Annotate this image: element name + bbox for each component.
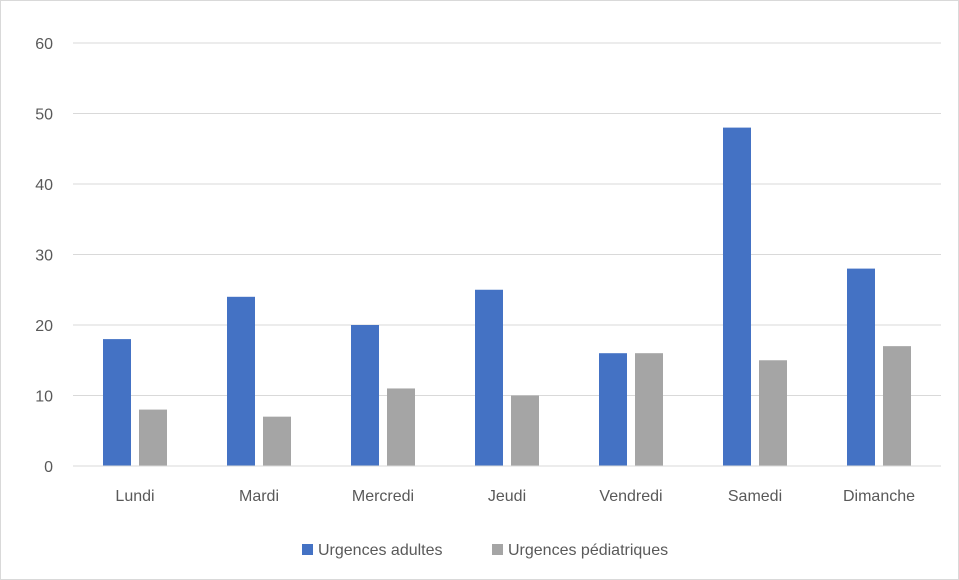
y-tick-label: 50 bbox=[35, 107, 53, 124]
bar-pediatriques-mardi bbox=[263, 416, 291, 466]
bar-adultes-mardi bbox=[227, 296, 255, 466]
bar-adultes-jeudi bbox=[475, 289, 503, 466]
y-tick-label: 10 bbox=[35, 389, 53, 406]
x-tick-label: Vendredi bbox=[599, 488, 662, 505]
gridlines bbox=[73, 42, 941, 396]
y-tick-label: 60 bbox=[35, 36, 53, 53]
bar-adultes-dimanche bbox=[847, 268, 875, 466]
legend-label: Urgences adultes bbox=[318, 542, 443, 559]
y-tick-label: 40 bbox=[35, 177, 53, 194]
bar-adultes-vendredi bbox=[599, 353, 627, 466]
bar-pediatriques-vendredi bbox=[635, 353, 663, 466]
y-tick-label: 20 bbox=[35, 318, 53, 335]
legend-swatch bbox=[302, 544, 313, 555]
bar-pediatriques-lundi bbox=[139, 409, 167, 466]
bar-pediatriques-samedi bbox=[759, 360, 787, 466]
bar-adultes-lundi bbox=[103, 339, 131, 466]
x-tick-label: Mardi bbox=[239, 488, 279, 505]
y-tick-label: 30 bbox=[35, 248, 53, 265]
x-tick-label: Lundi bbox=[115, 488, 154, 505]
bar-pediatriques-mercredi bbox=[387, 388, 415, 466]
bar-adultes-mercredi bbox=[351, 325, 379, 466]
legend-swatch bbox=[492, 544, 503, 555]
y-tick-label: 0 bbox=[44, 459, 53, 476]
legend: Urgences adultes Urgences pédiatriques bbox=[302, 542, 668, 559]
x-tick-label: Dimanche bbox=[843, 488, 915, 505]
x-tick-label: Mercredi bbox=[352, 488, 414, 505]
x-tick-label: Samedi bbox=[728, 488, 782, 505]
x-axis-ticks: Lundi Mardi Mercredi Jeudi Vendredi Samedi Dim… bbox=[115, 488, 915, 505]
x-tick-label: Jeudi bbox=[488, 488, 526, 505]
y-axis-ticks: 0 10 20 30 40 50 60 bbox=[35, 36, 53, 476]
bar-adultes-samedi bbox=[723, 127, 751, 466]
legend-label: Urgences pédiatriques bbox=[508, 542, 668, 559]
bar-pediatriques-dimanche bbox=[883, 346, 911, 466]
bar-pediatriques-jeudi bbox=[511, 395, 539, 466]
bars bbox=[103, 127, 911, 466]
